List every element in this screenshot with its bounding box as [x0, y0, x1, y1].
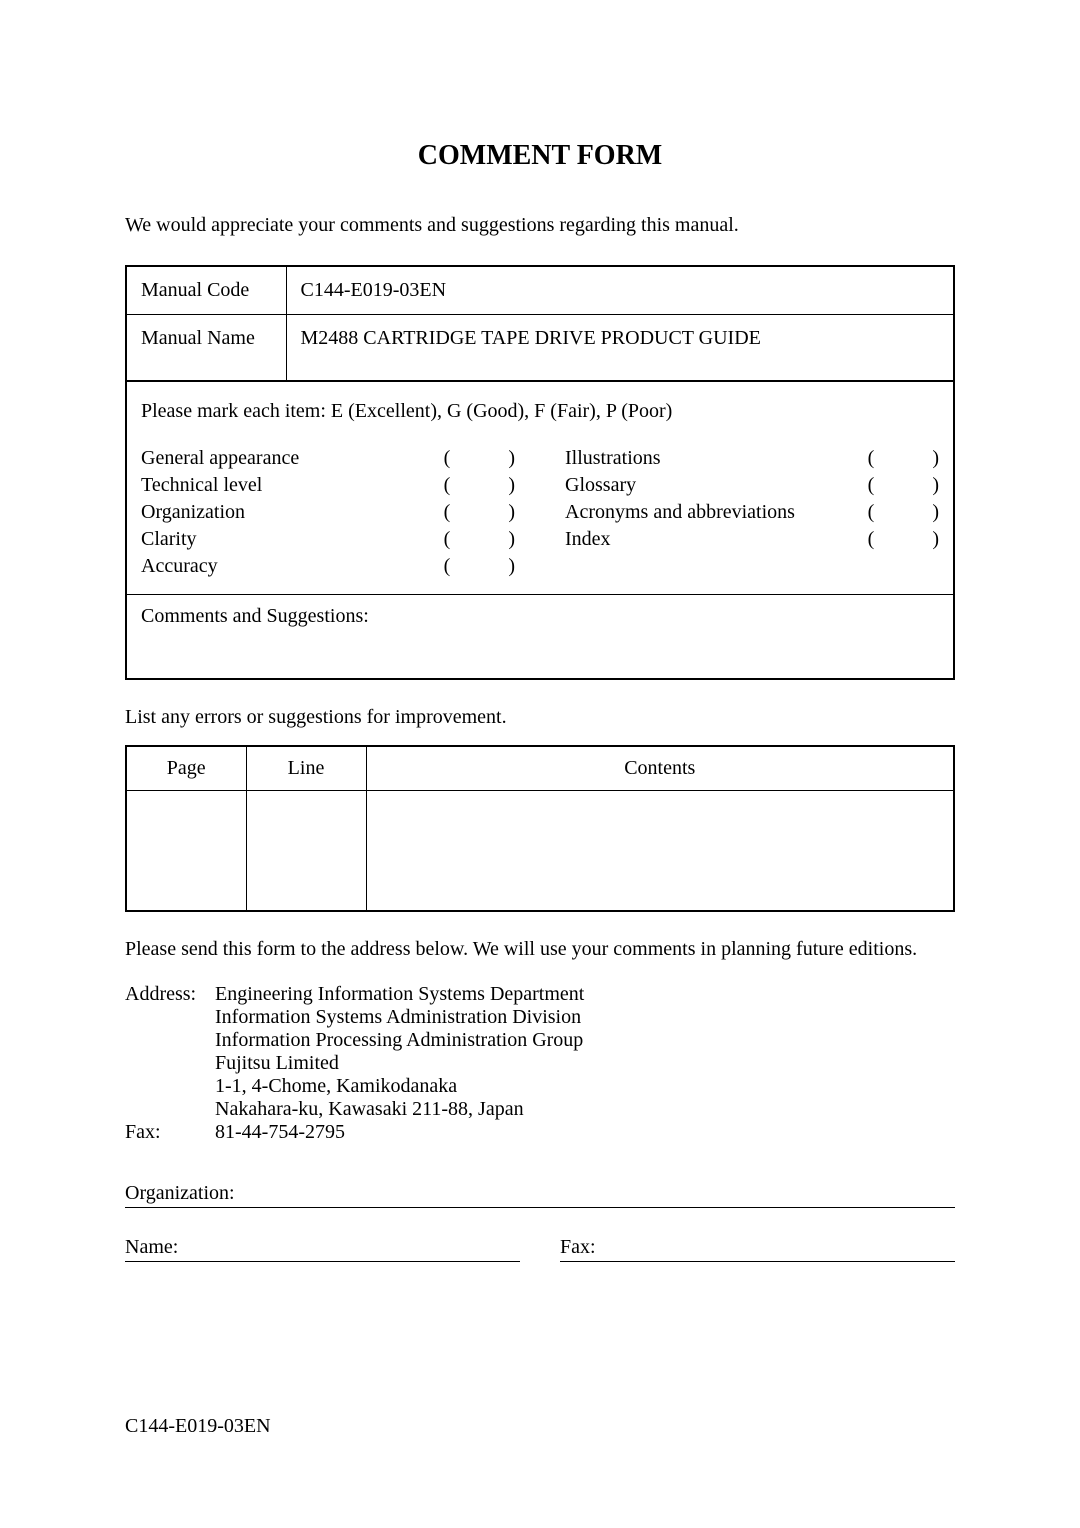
rating-item: Technical level ()	[141, 472, 515, 499]
rating-section: Please mark each item: E (Excellent), G …	[125, 382, 955, 594]
rating-item: Clarity ()	[141, 526, 515, 553]
page-title: COMMENT FORM	[125, 140, 955, 172]
rating-instruction: Please mark each item: E (Excellent), G …	[141, 400, 939, 423]
footer-code: C144-E019-03EN	[125, 1415, 271, 1438]
rating-paren[interactable]: ()	[868, 526, 939, 553]
fax-field[interactable]: Fax:	[560, 1236, 955, 1262]
rating-item: Organization ()	[141, 499, 515, 526]
rating-paren[interactable]: ()	[444, 526, 515, 553]
rating-paren[interactable]: ()	[868, 445, 939, 472]
address-label: Address:	[125, 983, 215, 1121]
address-line: Information Systems Administration Divis…	[215, 1006, 955, 1029]
fax-label: Fax:	[125, 1121, 215, 1144]
fax-field-label: Fax:	[560, 1236, 596, 1259]
fax-value: 81-44-754-2795	[215, 1121, 955, 1144]
rating-item: Glossary ()	[565, 472, 939, 499]
manual-name-label: Manual Name	[126, 315, 286, 382]
rating-item-label: Organization	[141, 499, 444, 526]
name-label: Name:	[125, 1236, 178, 1259]
errors-col-contents: Contents	[366, 746, 954, 791]
comments-section[interactable]: Comments and Suggestions:	[125, 594, 955, 680]
name-field[interactable]: Name:	[125, 1236, 520, 1262]
rating-item: Accuracy ()	[141, 553, 515, 580]
list-errors-text: List any errors or suggestions for impro…	[125, 706, 955, 729]
errors-col-page: Page	[126, 746, 246, 791]
address-lines: Engineering Information Systems Departme…	[215, 983, 955, 1121]
rating-item-label: Index	[565, 526, 868, 553]
header-table: Manual Code C144-E019-03EN Manual Name M…	[125, 265, 955, 382]
rating-paren[interactable]: ()	[868, 472, 939, 499]
manual-name-value: M2488 CARTRIDGE TAPE DRIVE PRODUCT GUIDE	[286, 315, 954, 382]
rating-item-label: Technical level	[141, 472, 444, 499]
manual-code-label: Manual Code	[126, 266, 286, 315]
organization-field[interactable]: Organization:	[125, 1182, 955, 1208]
rating-col-left: General appearance () Technical level ()…	[141, 445, 515, 580]
address-line: 1-1, 4-Chome, Kamikodanaka	[215, 1075, 955, 1098]
rating-item-label: Glossary	[565, 472, 868, 499]
rating-paren[interactable]: ()	[444, 499, 515, 526]
rating-col-right: Illustrations () Glossary () Acronyms an…	[565, 445, 939, 580]
rating-paren[interactable]: ()	[444, 472, 515, 499]
rating-paren[interactable]: ()	[444, 445, 515, 472]
organization-label: Organization:	[125, 1182, 235, 1205]
rating-item-label: Illustrations	[565, 445, 868, 472]
rating-item-label: Acronyms and abbreviations	[565, 499, 868, 526]
errors-table: Page Line Contents	[125, 745, 955, 912]
rating-paren[interactable]: ()	[868, 499, 939, 526]
address-line: Engineering Information Systems Departme…	[215, 983, 955, 1006]
table-row[interactable]	[126, 791, 954, 911]
rating-paren[interactable]: ()	[444, 553, 515, 580]
rating-item-label: General appearance	[141, 445, 444, 472]
address-line: Nakahara-ku, Kawasaki 211-88, Japan	[215, 1098, 955, 1121]
rating-item: Illustrations ()	[565, 445, 939, 472]
rating-item: Index ()	[565, 526, 939, 553]
rating-item-label: Accuracy	[141, 553, 444, 580]
comments-label: Comments and Suggestions:	[141, 605, 369, 627]
intro-text: We would appreciate your comments and su…	[125, 214, 955, 237]
send-note: Please send this form to the address bel…	[125, 938, 955, 961]
rating-item: General appearance ()	[141, 445, 515, 472]
rating-item-label: Clarity	[141, 526, 444, 553]
address-block: Address: Engineering Information Systems…	[125, 983, 955, 1144]
manual-code-value: C144-E019-03EN	[286, 266, 954, 315]
address-line: Information Processing Administration Gr…	[215, 1029, 955, 1052]
address-line: Fujitsu Limited	[215, 1052, 955, 1075]
rating-item: Acronyms and abbreviations ()	[565, 499, 939, 526]
errors-col-line: Line	[246, 746, 366, 791]
